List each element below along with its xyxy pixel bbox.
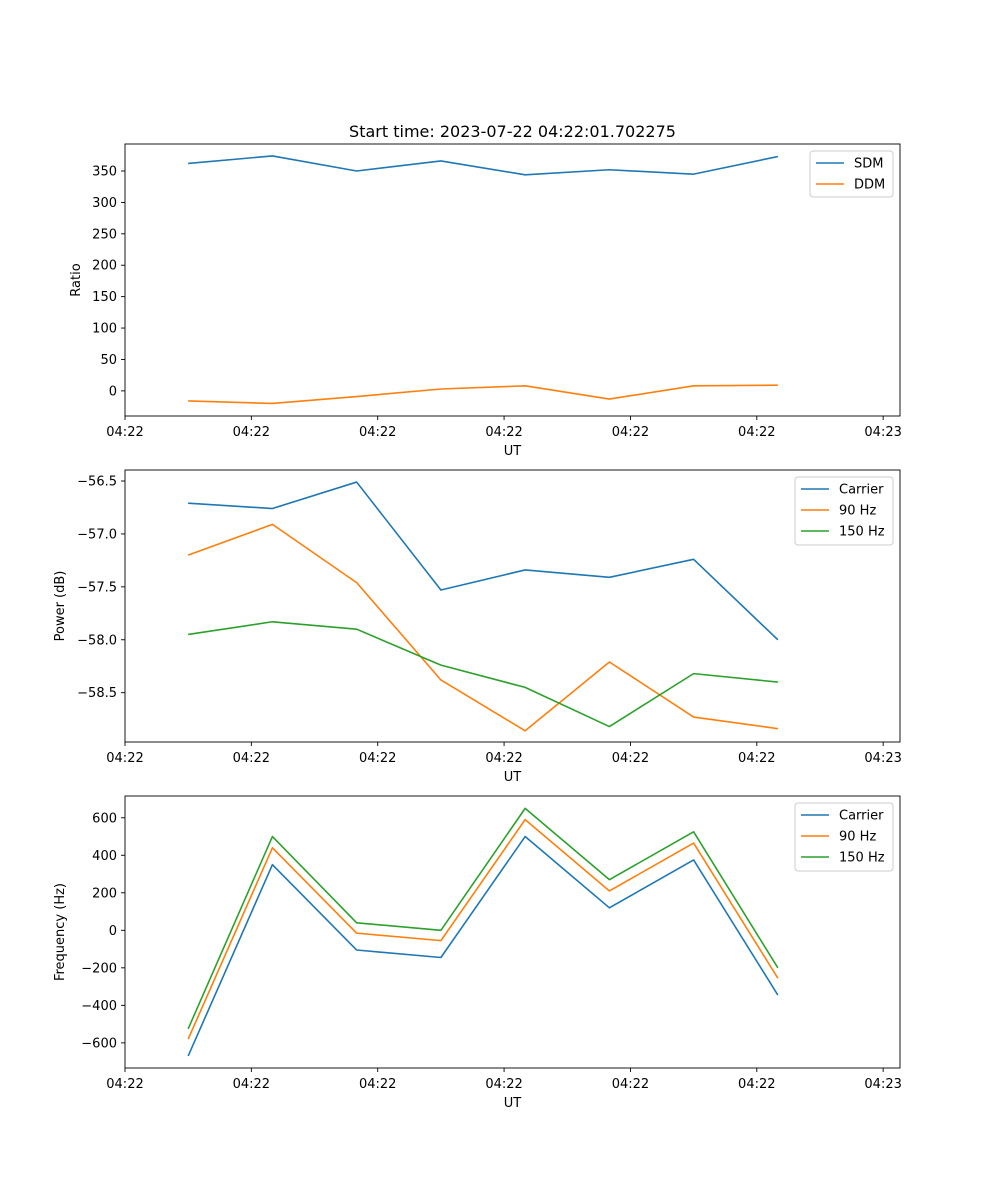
y-tick-label: 200 [92, 259, 117, 274]
y-tick-label: 200 [92, 886, 117, 901]
legend-label-ddm: DDM [854, 178, 885, 193]
x-tick-label: 04:22 [738, 751, 775, 766]
series-line-90-hz [187, 818, 779, 1040]
y-tick-label: 0 [109, 384, 117, 399]
legend-label-carrier: Carrier [839, 809, 884, 824]
x-tick-label: 04:22 [612, 751, 649, 766]
x-tick-label: 04:22 [612, 1077, 649, 1092]
y-tick-label: −57.0 [77, 527, 117, 542]
chart-title: Start time: 2023-07-22 04:22:01.702275 [349, 122, 676, 141]
x-tick-label: 04:22 [233, 425, 270, 440]
x-axis-label: UT [504, 770, 522, 785]
legend: SDM DDM [809, 150, 894, 198]
y-tick-label: 300 [92, 196, 117, 211]
legend: Carrier 90 Hz 150 Hz [794, 802, 894, 872]
panel-1: 04:22 04:22 04:22 04:22 04:22 04:22 04:23 0 50 10… [69, 122, 902, 459]
y-tick-label: −58.0 [77, 633, 117, 648]
legend-label-150-hz: 150 Hz [839, 851, 885, 866]
y-tick-label: 0 [109, 924, 117, 939]
series-line-ddm [188, 384, 778, 405]
x-tick-label: 04:22 [738, 1077, 775, 1092]
series-line-sdm [188, 155, 779, 176]
x-tick-label: 04:22 [738, 425, 775, 440]
series-line-90-hz [187, 523, 778, 732]
legend-label-90-hz: 90 Hz [839, 504, 876, 519]
panel-3: 04:22 04:22 04:22 04:22 04:22 04:22 04:23 −600 −… [53, 795, 902, 1111]
axes-frame [124, 143, 901, 417]
x-tick-label: 04:22 [106, 751, 143, 766]
y-tick-label: 250 [92, 227, 117, 242]
x-tick-label: 04:22 [485, 751, 522, 766]
y-axis-label: Power (dB) [53, 571, 68, 642]
legend-box [794, 802, 894, 872]
x-tick-label: 04:23 [864, 425, 901, 440]
x-tick-label: 04:22 [359, 751, 396, 766]
y-tick-label: −56.5 [77, 475, 117, 490]
y-tick-label: 350 [92, 165, 117, 180]
series-line-150-hz [188, 620, 778, 728]
x-axis-label: UT [504, 1096, 522, 1111]
y-tick-label: 400 [92, 849, 117, 864]
legend-label-sdm: SDM [854, 157, 883, 172]
x-tick-label: 04:22 [485, 1077, 522, 1092]
x-tick-label: 04:22 [485, 425, 522, 440]
x-tick-label: 04:22 [612, 425, 649, 440]
y-tick-label: −600 [81, 1036, 117, 1051]
axes-frame [124, 795, 901, 1069]
x-tick-label: 04:23 [864, 1077, 901, 1092]
series-line-carrier [187, 835, 779, 1057]
y-axis-label: Frequency (Hz) [53, 883, 68, 981]
legend-label-carrier: Carrier [839, 483, 884, 498]
y-tick-label: −57.5 [77, 580, 117, 595]
y-tick-label: −58.5 [77, 686, 117, 701]
y-tick-label: 600 [92, 811, 117, 826]
x-tick-label: 04:22 [359, 425, 396, 440]
x-tick-label: 04:23 [864, 751, 901, 766]
legend-box [794, 476, 894, 546]
x-tick-label: 04:22 [233, 751, 270, 766]
x-tick-label: 04:22 [233, 1077, 270, 1092]
y-tick-label: 50 [100, 353, 117, 368]
legend-label-90-hz: 90 Hz [839, 830, 876, 845]
y-tick-label: −200 [81, 961, 117, 976]
x-tick-label: 04:22 [106, 1077, 143, 1092]
legend-label-150-hz: 150 Hz [839, 525, 885, 540]
y-axis-label: Ratio [69, 263, 84, 296]
x-tick-label: 04:22 [106, 425, 143, 440]
y-tick-label: 150 [92, 290, 117, 305]
series-line-carrier [188, 481, 779, 641]
y-tick-label: 100 [92, 322, 117, 337]
y-tick-label: −400 [81, 999, 117, 1014]
legend: Carrier 90 Hz 150 Hz [794, 476, 894, 546]
panel-2: 04:22 04:22 04:22 04:22 04:22 04:22 04:23 −58.5… [53, 469, 902, 785]
x-axis-label: UT [504, 444, 522, 459]
axes-frame [124, 469, 901, 743]
x-tick-label: 04:22 [359, 1077, 396, 1092]
series-line-150-hz [187, 807, 779, 1030]
